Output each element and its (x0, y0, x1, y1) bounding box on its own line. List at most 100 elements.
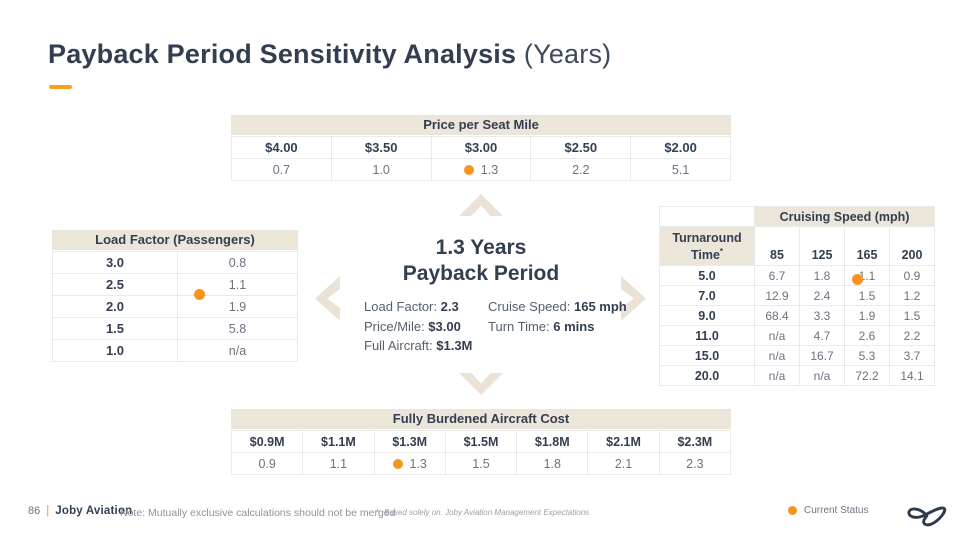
joby-logo-icon (907, 506, 947, 527)
payback-cell: n/a (799, 365, 845, 386)
aircraft-cost-table: Fully Burdened Aircraft Cost $0.9M $1.1M… (230, 409, 732, 475)
page-title-main: Payback Period Sensitivity Analysis (48, 39, 517, 69)
payback-cell: n/a (754, 345, 800, 366)
turnaround-row: 9.0 68.4 3.3 1.9 1.5 (659, 305, 935, 326)
load-factor-row: 3.0 0.8 (52, 251, 298, 274)
current-status-dot (194, 289, 205, 300)
cruising-speed-header-row: Cruising Speed (mph) (659, 206, 935, 227)
payback-cell: 14.1 (889, 365, 935, 386)
price-header-cell: $2.00 (630, 136, 731, 159)
price-header-cell: $4.00 (231, 136, 332, 159)
detail-value: 2.3 (440, 299, 459, 314)
cost-value-cell: 2.3 (658, 452, 732, 475)
payback-cell: 1.5 (889, 305, 935, 326)
detail-line: Turn Time: 6 mins (488, 317, 627, 337)
turnaround-row: 20.0 n/a n/a 72.2 14.1 (659, 365, 935, 386)
chevron-left-icon (315, 276, 340, 321)
payback-cell: 4.7 (799, 325, 845, 346)
price-header-cell: $3.00 (430, 136, 532, 159)
payback-cell: 68.4 (754, 305, 800, 326)
cost-value-text: 1.3 (409, 456, 427, 471)
footnote-mark: * (376, 508, 380, 517)
detail-label: Load Factor: (364, 299, 441, 314)
price-header-cell: $2.50 (530, 136, 632, 159)
speed-header-cell: 125 (799, 226, 845, 266)
load-factor-cell: 3.0 (52, 251, 178, 274)
payback-cell: 2.6 (844, 325, 890, 346)
turnaround-time-cell: 11.0 (659, 325, 755, 346)
footer-brand: Joby Aviation (55, 505, 133, 517)
payback-cell: 1.5 (844, 285, 890, 306)
load-factor-row: 1.0 n/a (52, 339, 298, 362)
load-factor-row: 2.5 1.1 (52, 273, 298, 296)
price-table-title: Price per Seat Mile (231, 115, 731, 135)
cost-header-row: $0.9M $1.1M $1.3M $1.5M $1.8M $2.1M $2.3… (230, 430, 732, 453)
legend-current-status: Current Status (788, 505, 868, 516)
turnaround-time-cell: 7.0 (659, 285, 755, 306)
turnaround-line1: Turnaround (672, 230, 742, 245)
cost-value-cell: 1.8 (516, 452, 589, 475)
footer-page-number: 86 (28, 505, 41, 517)
detail-line: Cruise Speed: 165 mph (488, 297, 627, 317)
payback-cell: 1.9 (844, 305, 890, 326)
speed-header-cell: 165 (844, 226, 890, 266)
price-per-seat-mile-table: Price per Seat Mile $4.00 $3.50 $3.00 $2… (231, 115, 731, 181)
payback-cell: n/a (754, 365, 800, 386)
aircraft-cost-table-title: Fully Burdened Aircraft Cost (231, 409, 731, 429)
payback-headline-line2: Payback Period (402, 262, 560, 285)
current-status-dot (852, 274, 863, 285)
load-factor-row: 1.5 5.8 (52, 317, 298, 340)
current-status-dot (463, 164, 474, 175)
price-table-grid: $4.00 $3.50 $3.00 $2.50 $2.00 0.7 1.0 1.… (231, 136, 731, 181)
chevron-down-icon (459, 373, 503, 395)
turnaround-row: 15.0 n/a 16.7 5.3 3.7 (659, 345, 935, 366)
cost-header-cell: $2.3M (658, 430, 732, 453)
payback-cell: 12.9 (754, 285, 800, 306)
footer-divider: | (46, 505, 50, 517)
current-status-dot (392, 458, 403, 469)
cost-value-cell-current: 1.3 (373, 452, 446, 475)
price-value-cell: 2.2 (530, 158, 632, 181)
price-header-row: $4.00 $3.50 $3.00 $2.50 $2.00 (231, 136, 731, 159)
payback-cell: 3.7 (889, 345, 935, 366)
load-factor-value: 0.8 (177, 251, 298, 274)
speed-header-cell: 200 (889, 226, 935, 266)
cost-value-cell: 0.9 (230, 452, 304, 475)
footer-note: Note: Mutually exclusive calculations sh… (120, 507, 396, 519)
payback-cell: 6.7 (754, 265, 800, 286)
cost-value-row: 0.9 1.1 1.3 1.5 1.8 2.1 2.3 (230, 452, 732, 475)
speed-columns-row: Turnaround Time* 85 125 165 200 (659, 226, 935, 266)
cost-header-cell: $0.9M (230, 430, 304, 453)
scenario-details: Load Factor: 2.3 Price/Mile: $3.00 Full … (364, 297, 627, 356)
turnaround-line2: Time (690, 248, 720, 262)
payback-cell: 1.2 (889, 285, 935, 306)
footer-footnote: * Based solely on. Joby Aviation Manageme… (376, 508, 589, 517)
detail-label: Price/Mile: (364, 318, 429, 334)
price-value-cell: 1.0 (330, 158, 432, 181)
detail-value: 6 mins (553, 318, 595, 334)
load-factor-cell: 2.0 (52, 295, 178, 318)
title-accent-underline (49, 85, 72, 89)
detail-label: Turn Time: (488, 318, 554, 334)
payback-headline-line1: 1.3 Years (435, 236, 527, 259)
load-factor-cell: 2.5 (52, 273, 178, 296)
footnote-text: Based solely on. Joby Aviation Managemen… (384, 508, 590, 517)
speed-header-cell: 85 (754, 226, 800, 266)
load-factor-row: 2.0 1.9 (52, 295, 298, 318)
payback-cell: 2.2 (889, 325, 935, 346)
load-factor-cell: 1.0 (52, 339, 178, 362)
current-status-dot (788, 506, 797, 515)
turnaround-time-cell: 20.0 (659, 365, 755, 386)
payback-cell: 2.4 (799, 285, 845, 306)
page-title: Payback Period Sensitivity Analysis (Yea… (48, 38, 611, 70)
cruising-speed-group-title: Cruising Speed (mph) (754, 206, 935, 227)
price-value-row: 0.7 1.0 1.3 2.2 5.1 (231, 158, 731, 181)
load-factor-grid: 3.0 0.8 2.5 1.1 2.0 1.9 1.5 5.8 1.0 n/a (52, 251, 298, 362)
cost-header-cell: $2.1M (587, 430, 660, 453)
empty-corner-cell (659, 206, 755, 227)
cost-header-cell: $1.3M (373, 430, 446, 453)
legend-label: Current Status (804, 505, 869, 516)
turnaround-time-cell: 9.0 (659, 305, 755, 326)
price-value-cell: 0.7 (231, 158, 332, 181)
load-factor-value: 5.8 (177, 317, 298, 340)
